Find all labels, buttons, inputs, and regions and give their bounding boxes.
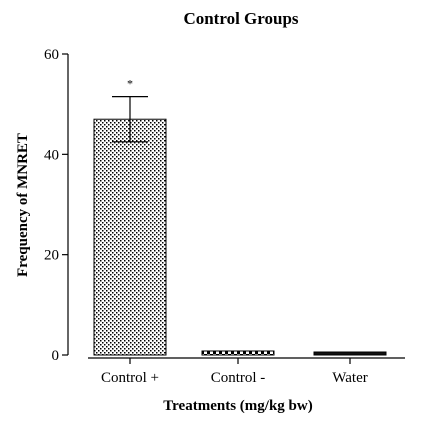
ticks: 0 20 40 60 Control + Control - Water <box>44 47 368 386</box>
y-tick-label-0: 0 <box>52 348 60 364</box>
chart-title: Control Groups <box>183 9 298 28</box>
y-tick-label-60: 60 <box>44 47 59 63</box>
x-axis-label: Treatments (mg/kg bw) <box>163 398 312 414</box>
x-tick-label-1: Control - <box>211 370 266 386</box>
significance-mark-0: * <box>127 77 133 91</box>
x-tick-label-0: Control + <box>101 370 159 386</box>
bar-0 <box>93 118 167 356</box>
axes <box>67 54 405 359</box>
y-axis-label: Frequency of MNRET <box>15 133 31 277</box>
bars <box>93 118 387 356</box>
x-tick-label-2: Water <box>332 370 367 386</box>
y-tick-label-40: 40 <box>44 147 59 163</box>
bar-2 <box>313 351 387 356</box>
bar-1 <box>201 350 275 356</box>
error-bars: * <box>112 77 148 143</box>
y-tick-label-20: 20 <box>44 248 59 264</box>
